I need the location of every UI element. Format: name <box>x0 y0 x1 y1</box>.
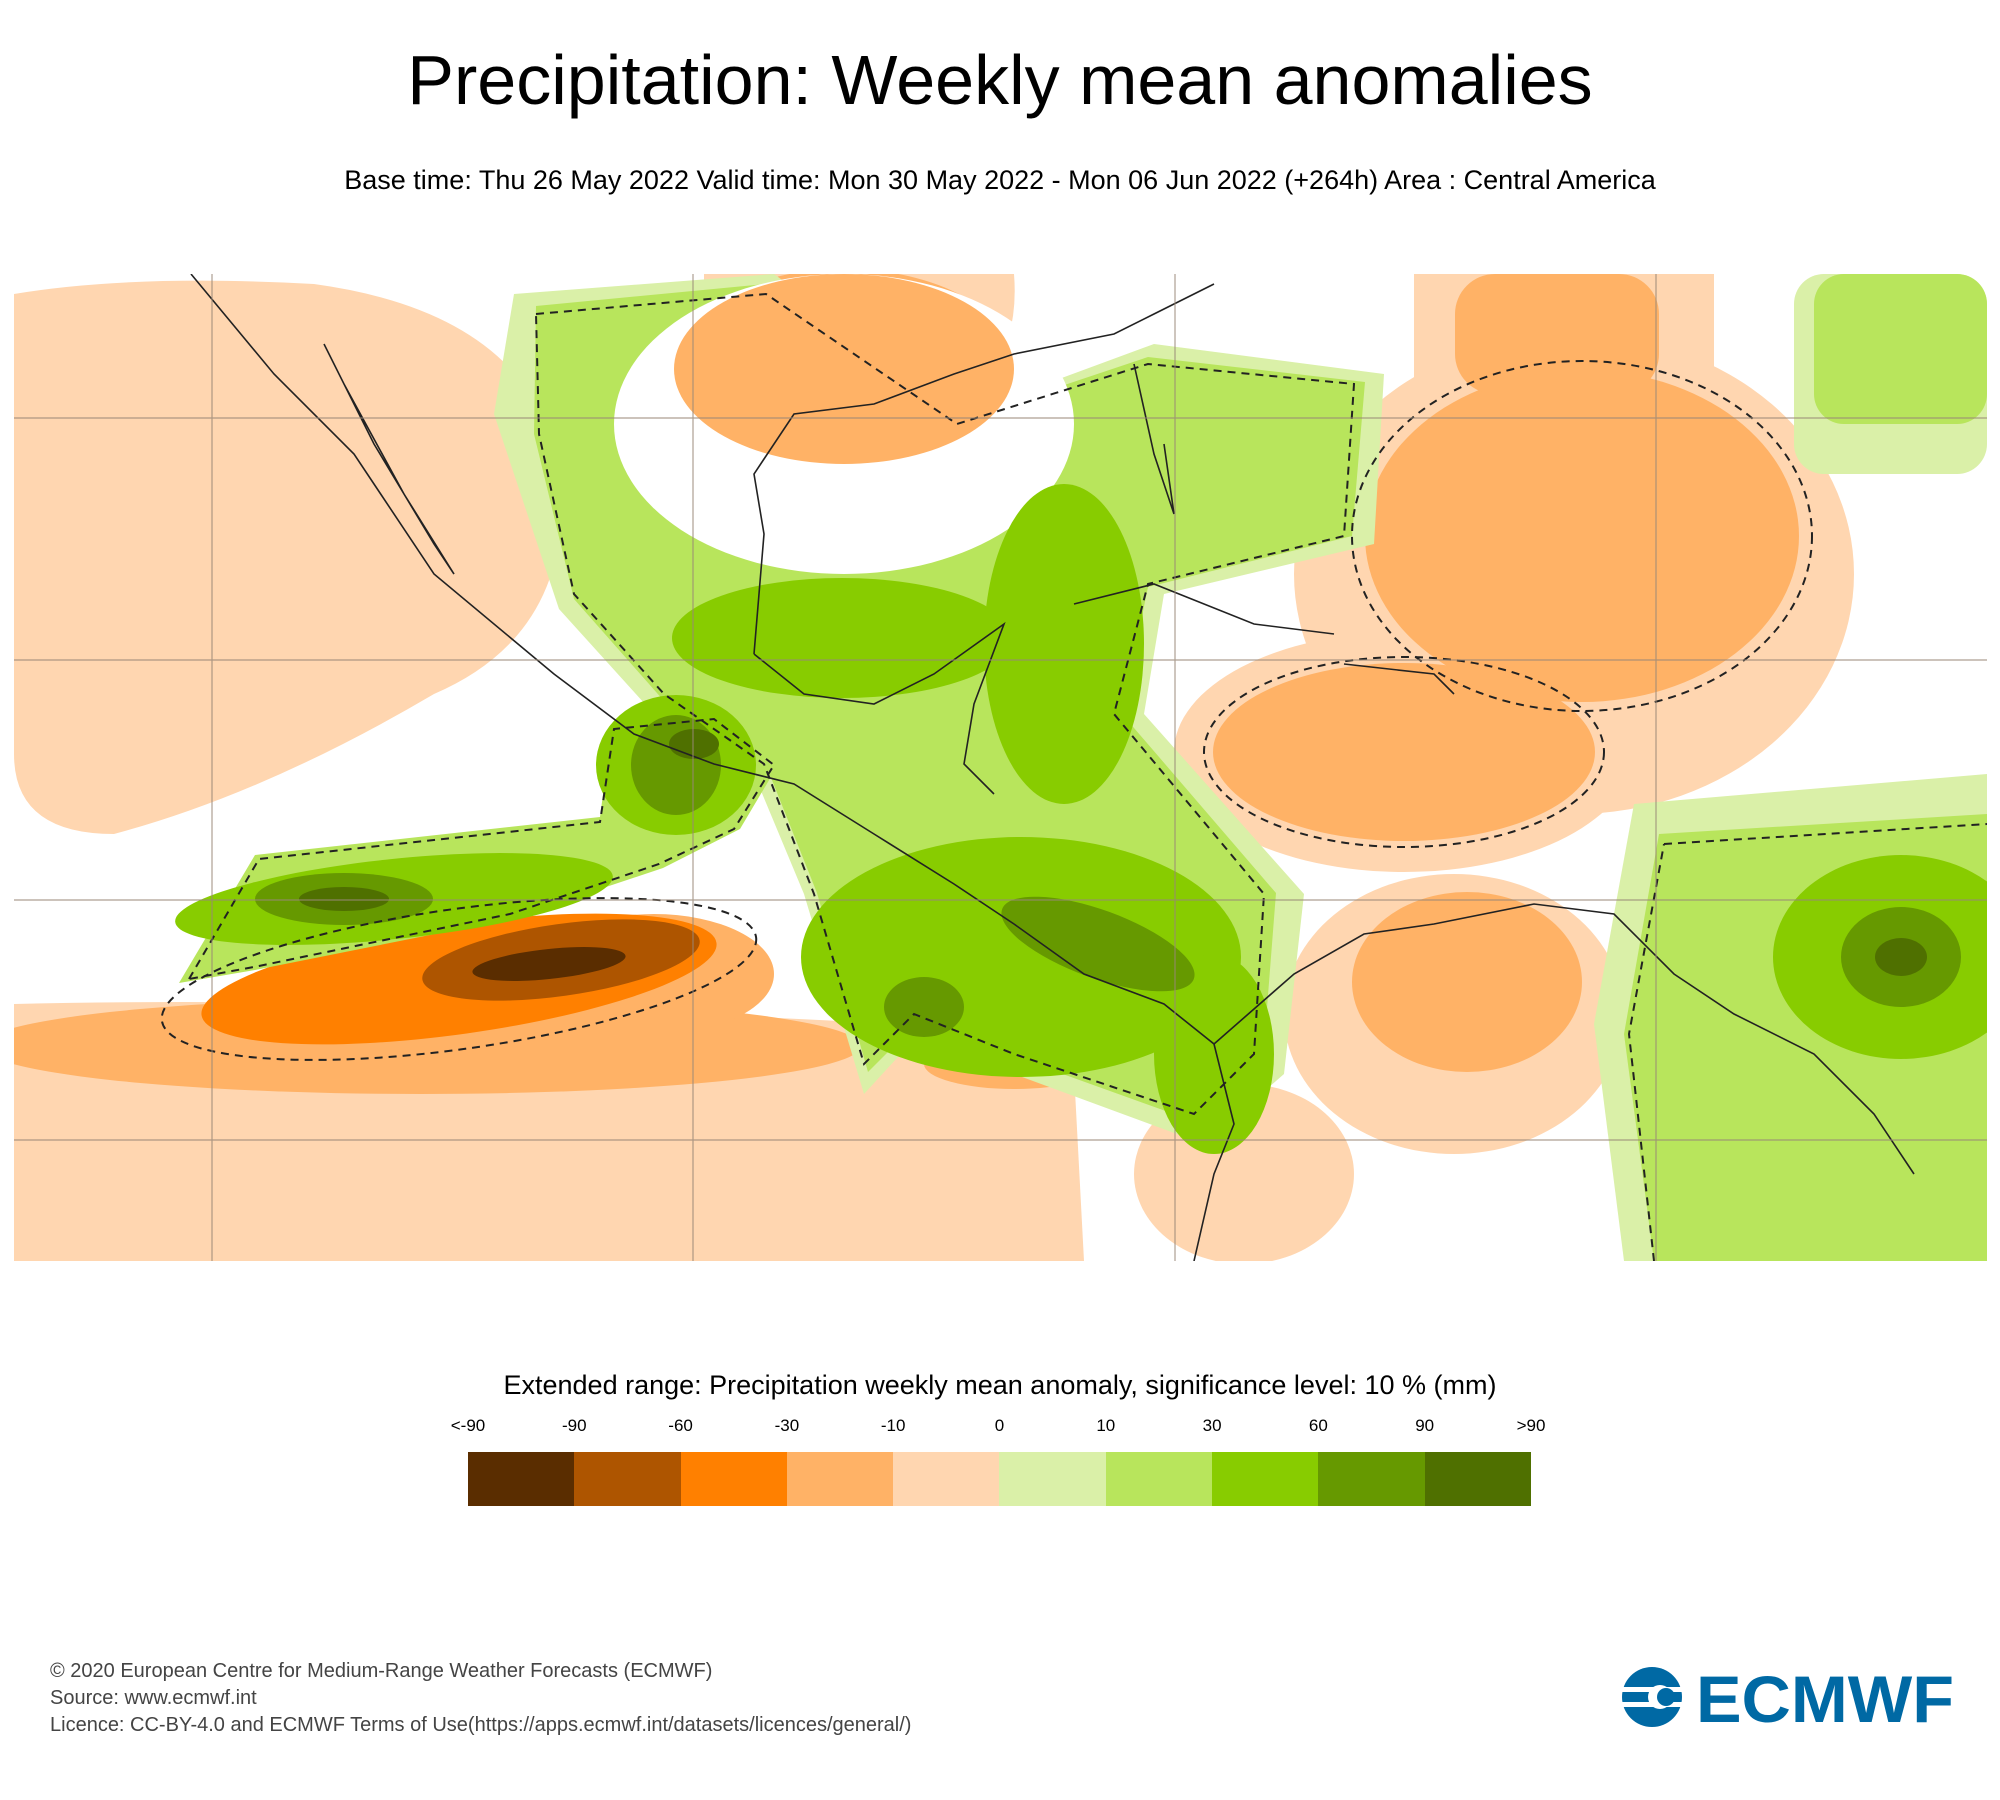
legend-label: 60 <box>1308 1416 1328 1435</box>
legend-color-swatch <box>1318 1452 1425 1506</box>
baja-california <box>323 343 455 575</box>
legend-color-swatch <box>574 1452 681 1506</box>
significance-contour <box>160 897 758 1061</box>
dark-green-pacific <box>1001 896 1195 992</box>
orange-region-gulf-core <box>674 274 1014 464</box>
dark-green-pacific-south <box>884 977 964 1037</box>
coastline-south-america <box>1213 903 1915 1175</box>
orange-region-caribbean <box>1213 663 1595 841</box>
legend-label: -10 <box>880 1416 906 1435</box>
coastline-yucatan <box>753 621 1006 795</box>
legend-label: -90 <box>562 1416 587 1435</box>
precipitation-anomaly-map <box>14 274 1987 1261</box>
legend-label: -30 <box>774 1416 800 1435</box>
ecmwf-logo: ECMWF <box>1620 1665 1954 1729</box>
darkest-green-east <box>1875 938 1927 976</box>
darkest-green-mexico <box>669 729 719 759</box>
coastline-hispaniola <box>1343 663 1455 695</box>
legend-color-swatch <box>468 1452 575 1506</box>
chart-title: Precipitation: Weekly mean anomalies <box>407 41 1593 119</box>
coastline-cuba <box>1073 583 1335 635</box>
legend-title: Extended range: Precipitation weekly mea… <box>503 1370 1497 1400</box>
medium-green-panama <box>1154 954 1274 1154</box>
chart-subtitle: Base time: Thu 26 May 2022 Valid time: M… <box>344 165 1656 195</box>
legend-label: <-90 <box>450 1416 486 1435</box>
legend-color-swatch <box>1212 1452 1319 1506</box>
footer-copyright: © 2020 European Centre for Medium-Range … <box>50 1660 713 1682</box>
footer-source: Source: www.ecmwf.int <box>50 1687 257 1709</box>
orange-region-atlantic-north <box>1455 274 1659 394</box>
dark-brown-region <box>472 947 626 981</box>
legend-color-swatch <box>1105 1452 1213 1506</box>
significance-contour <box>1627 823 1987 1261</box>
legend-label: >90 <box>1516 1416 1546 1435</box>
significance-contour <box>1203 656 1605 848</box>
medium-green-caribbean <box>984 484 1144 804</box>
legend-label: 90 <box>1415 1416 1435 1435</box>
coastline-gulf <box>753 283 1215 655</box>
legend-label: 10 <box>1096 1416 1116 1435</box>
legend-label: 30 <box>1202 1416 1222 1435</box>
orange-region-venezuela <box>1352 892 1582 1072</box>
significance-contour <box>1351 360 1813 712</box>
anomaly-fields <box>14 274 1987 1261</box>
darkest-green-west <box>299 887 389 911</box>
legend-color-swatch <box>786 1452 894 1506</box>
coastlines <box>190 274 1915 1261</box>
legend-label: 0 <box>994 1416 1005 1435</box>
legend-color-swatch <box>893 1452 1000 1506</box>
orange-region-atlantic <box>1365 370 1799 702</box>
coastline-pacific <box>190 274 1235 1261</box>
legend-color-swatch <box>680 1452 787 1506</box>
coastline-florida <box>1133 363 1175 515</box>
medium-green-yucatan <box>672 578 1012 698</box>
dark-green-mexico <box>631 715 721 815</box>
legend-color-swatch <box>999 1452 1106 1506</box>
graticule <box>14 274 1987 1261</box>
green-northeast <box>1814 274 1987 424</box>
legend-colorbar <box>468 1452 1531 1506</box>
svg-text:ECMWF: ECMWF <box>1696 1665 1954 1729</box>
peach-region-northwest <box>14 280 563 835</box>
footer: © 2020 European Centre for Medium-Range … <box>50 1658 911 1739</box>
legend-labels: <-90 -90 -60 -30 -10 0 10 30 60 90 >90 <box>451 1416 1546 1440</box>
significance-contour <box>187 717 776 981</box>
legend-label: -60 <box>668 1416 693 1435</box>
footer-licence: Licence: CC-BY-4.0 and ECMWF Terms of Us… <box>50 1714 912 1736</box>
legend-color-swatch <box>1424 1452 1531 1506</box>
